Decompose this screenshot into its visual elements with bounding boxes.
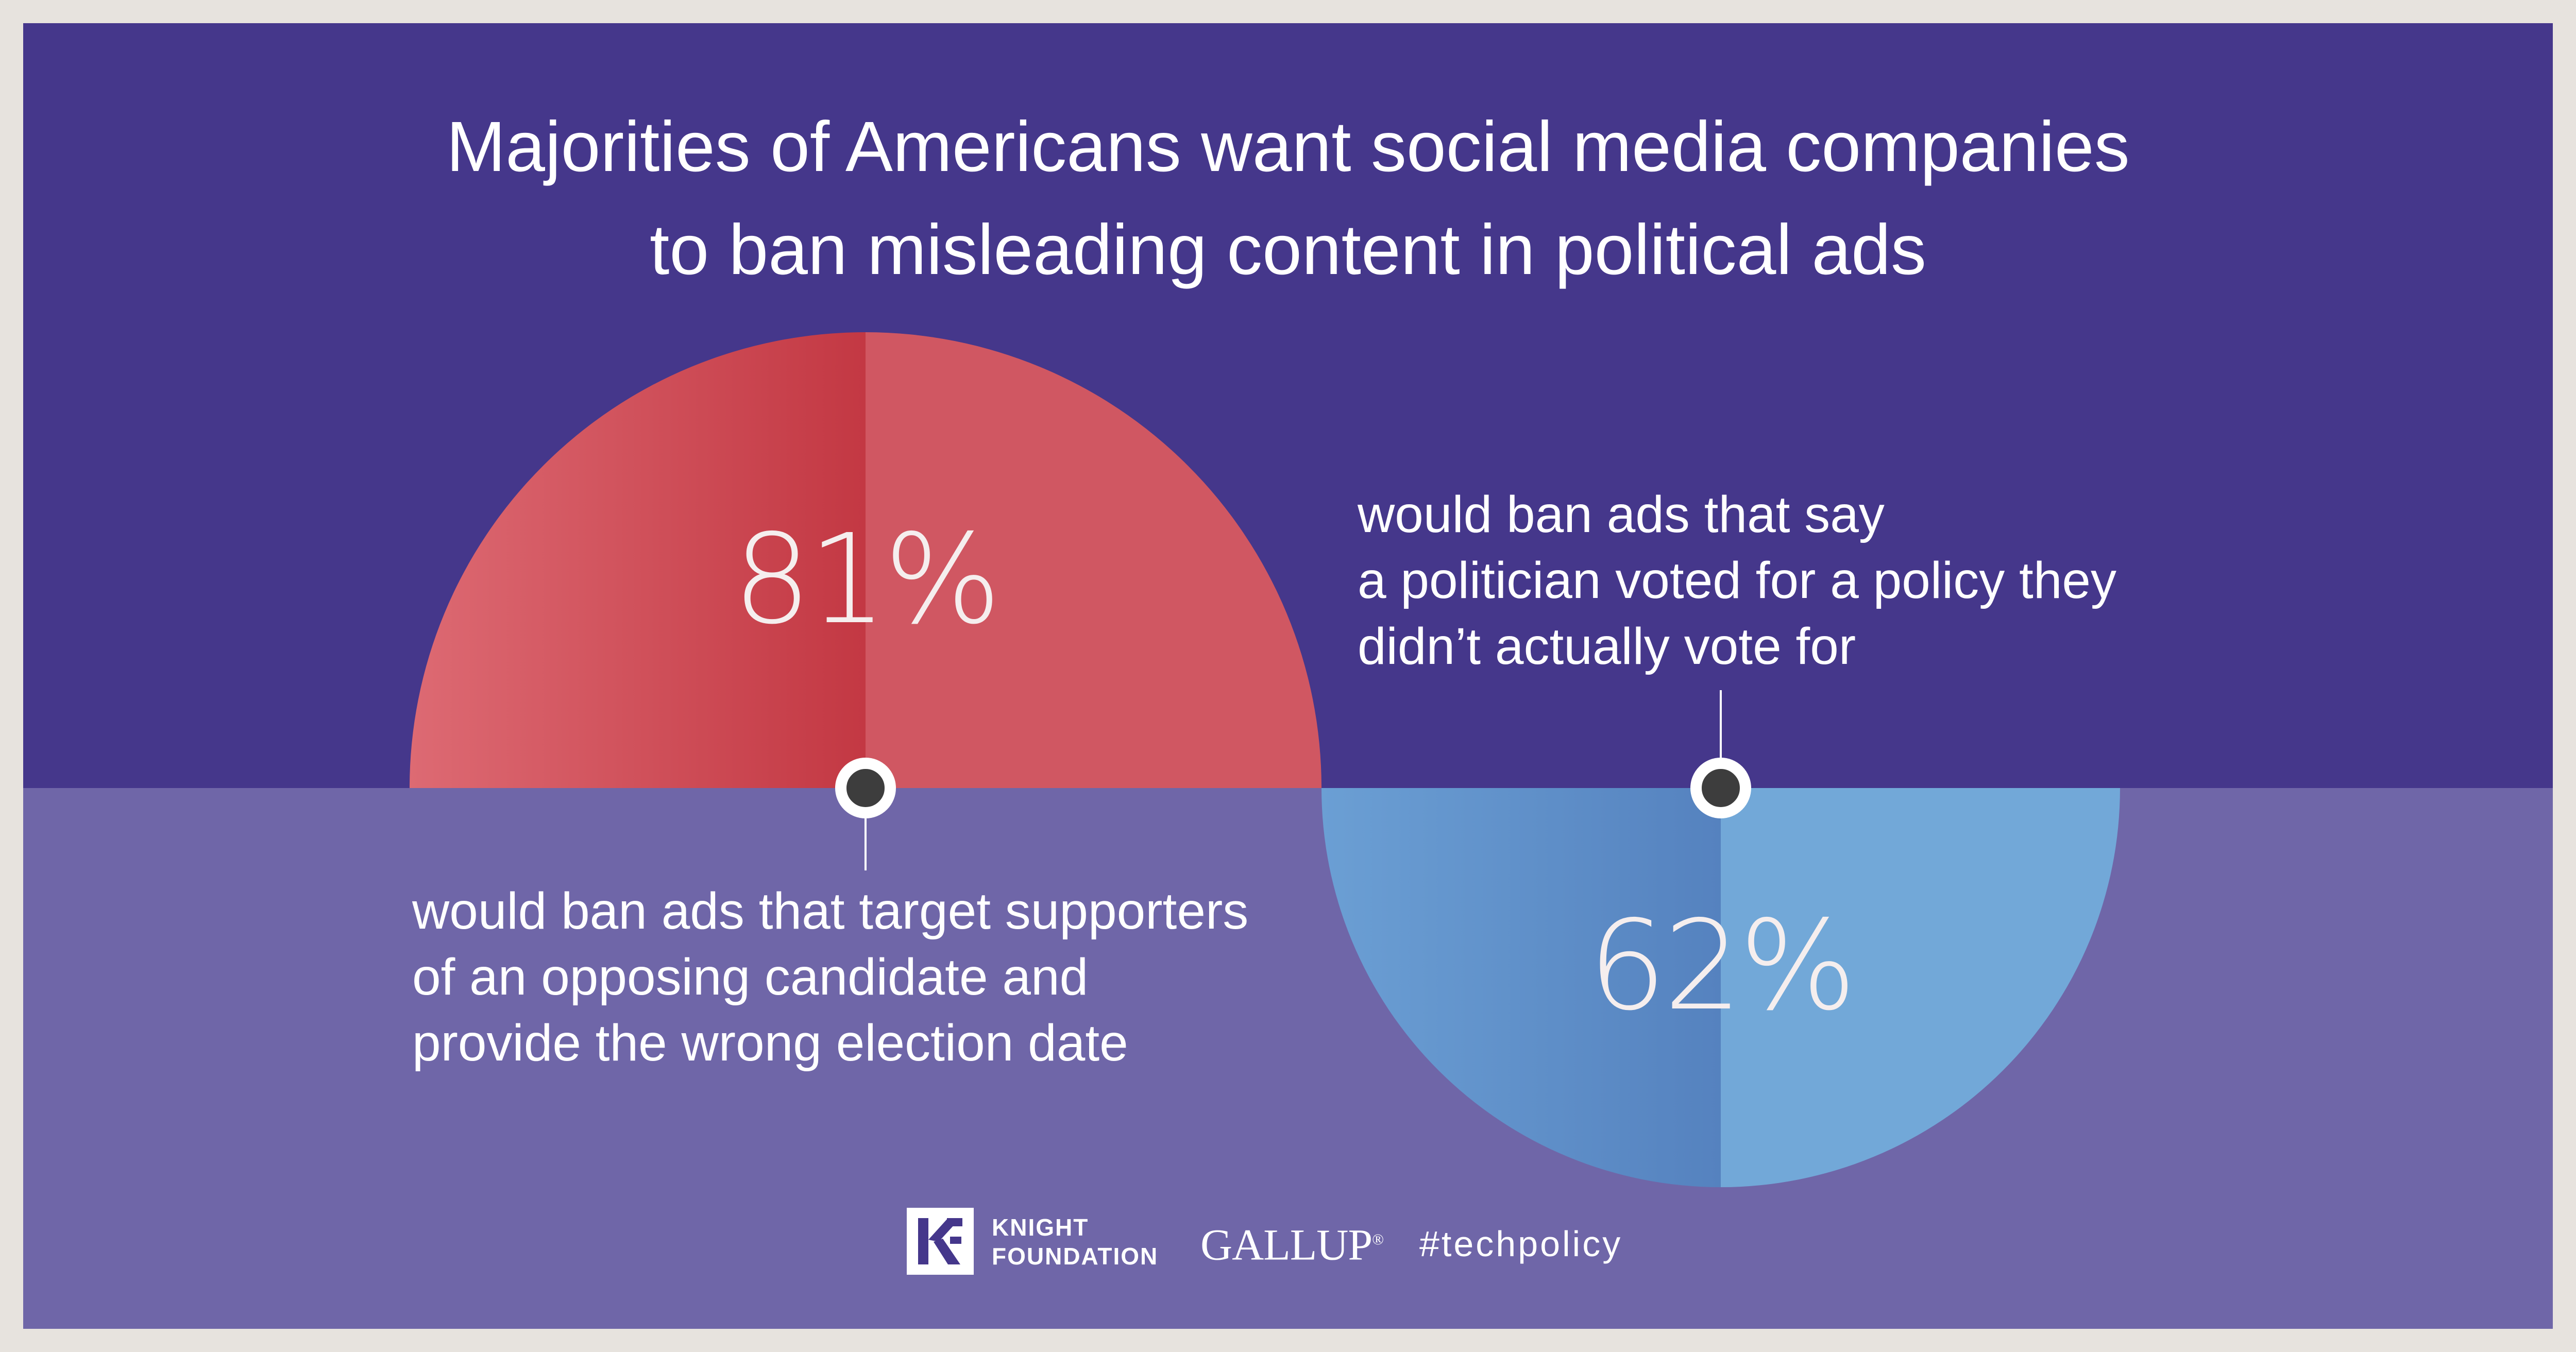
- red-stat-description: would ban ads that target supporters of …: [412, 878, 1248, 1076]
- blue-half-circle-right: [1721, 788, 2120, 1187]
- knight-foundation-wordmark: KNIGHT FOUNDATION: [992, 1213, 1158, 1271]
- red-percentage: 81%: [733, 507, 1001, 652]
- red-description-line-3: provide the wrong election date: [412, 1014, 1128, 1072]
- blue-description-line-3: didn’t actually vote for: [1358, 618, 1856, 675]
- hashtag: #techpolicy: [1419, 1224, 1623, 1264]
- blue-marker-dot: [1690, 758, 1751, 818]
- red-description-line-2: of an opposing candidate and: [412, 948, 1089, 1006]
- headline-line-2: to ban misleading content in political a…: [650, 210, 1926, 289]
- knight-wordmark-line-1: KNIGHT: [992, 1214, 1089, 1241]
- blue-half-circle-left: [1321, 788, 1721, 1187]
- footer-logos: KNIGHT FOUNDATION GALLUP® #techpolicy: [23, 1200, 2553, 1282]
- red-description-line-1: would ban ads that target supporters: [412, 882, 1249, 940]
- gallup-registered-mark: ®: [1372, 1231, 1384, 1248]
- red-half-circle-right: [866, 332, 1321, 788]
- red-half-circle-left: [410, 332, 866, 788]
- red-marker-dot: [835, 758, 896, 818]
- blue-description-line-2: a politician voted for a policy they: [1358, 552, 2117, 609]
- gallup-logo: GALLUP®: [1200, 1211, 1384, 1273]
- blue-percentage: 62%: [1588, 894, 1856, 1038]
- infographic-frame: Majorities of Americans want social medi…: [23, 23, 2553, 1329]
- bottom-panel: [23, 788, 2553, 1329]
- blue-stat-description: would ban ads that say a politician vote…: [1358, 482, 2116, 679]
- headline: Majorities of Americans want social medi…: [23, 95, 2553, 301]
- knight-wordmark-line-2: FOUNDATION: [992, 1243, 1159, 1270]
- gallup-wordmark: GALLUP: [1200, 1220, 1372, 1270]
- knight-foundation-logo-mark: [907, 1208, 974, 1275]
- blue-description-line-1: would ban ads that say: [1358, 486, 1885, 543]
- half-circle-visual: [410, 332, 2120, 1187]
- headline-line-1: Majorities of Americans want social medi…: [446, 107, 2130, 186]
